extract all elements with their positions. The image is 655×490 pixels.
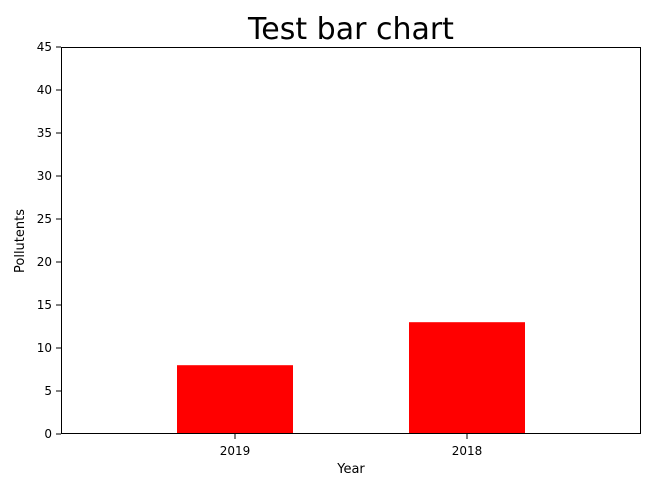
y-tick-label: 5 (44, 384, 52, 398)
y-tick-label: 35 (37, 126, 52, 140)
y-tick-label: 0 (44, 427, 52, 441)
x-tick-label: 2018 (452, 444, 483, 458)
y-axis-label: Pollutents (13, 209, 28, 273)
y-tick-label: 15 (37, 298, 52, 312)
chart-title: Test bar chart (247, 12, 454, 47)
y-axis-ticks: 0 5 10 15 20 25 30 35 40 45 (37, 40, 61, 441)
x-tick-label: 2019 (220, 444, 251, 458)
y-tick-label: 10 (37, 341, 52, 355)
plot-area-frame (61, 47, 641, 434)
bar-2018 (409, 322, 525, 434)
y-tick-label: 40 (37, 83, 52, 97)
y-tick-label: 25 (37, 212, 52, 226)
x-axis-ticks: 2019 2018 (220, 434, 483, 458)
bars-layer (177, 322, 525, 434)
y-tick-label: 30 (37, 169, 52, 183)
x-axis-label: Year (336, 462, 365, 477)
y-tick-label: 45 (37, 40, 52, 54)
bar-2019 (177, 365, 293, 434)
y-tick-label: 20 (37, 255, 52, 269)
